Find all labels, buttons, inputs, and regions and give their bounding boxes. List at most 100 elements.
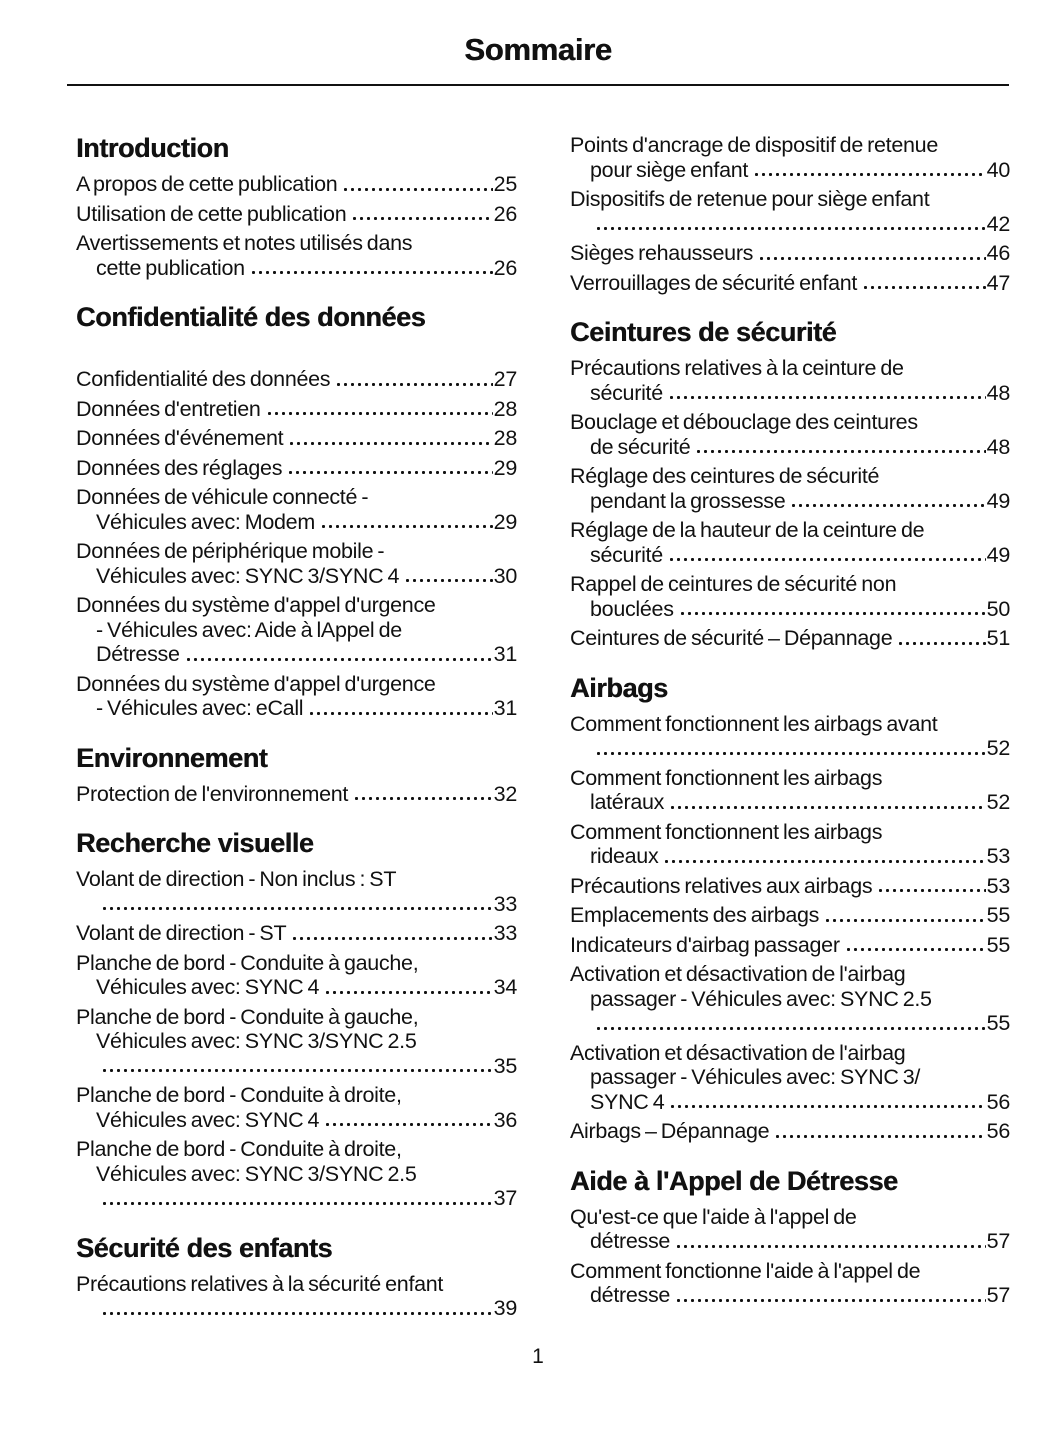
- dot-leader: [673, 1229, 986, 1254]
- entry-line: sécurité 49: [570, 542, 1010, 567]
- entry-page-number: 29: [493, 455, 518, 480]
- dot-leader: [667, 1089, 986, 1114]
- entry-line: Véhicules avec: SYNC 3/SYNC 4 30: [76, 563, 518, 588]
- toc-section: Confidentialité des données Confidentiali…: [76, 302, 517, 721]
- toc-entry: Planche de bord - Conduite à gauche, Véhi…: [76, 951, 517, 1000]
- toc-entry: Données du système d'appel d'urgence - Vé…: [76, 593, 517, 667]
- toc-section: Sécurité des enfants Précautions relative…: [76, 1233, 517, 1321]
- entry-line: Volant de direction - ST 33: [76, 921, 517, 946]
- entry-title: Verrouillages de sécurité enfant: [570, 270, 858, 295]
- toc-entry: Planche de bord - Conduite à droite, Véhi…: [76, 1083, 517, 1132]
- dot-leader: [593, 1011, 986, 1036]
- entry-line: Dispositifs de retenue pour siège enfant: [570, 187, 930, 211]
- entry-title: SYNC 4: [590, 1089, 665, 1114]
- entry-title: Utilisation de cette publication: [76, 201, 347, 226]
- toc-entry: Rappel de ceintures de sécurité non boucl…: [570, 572, 1010, 621]
- entry-title: latéraux: [590, 790, 665, 814]
- entry-line: Données d'entretien 28: [76, 396, 517, 421]
- entry-page-number: 55: [986, 932, 1011, 957]
- entry-page-number: 35: [493, 1053, 518, 1078]
- entry-line: bouclées 50: [570, 596, 1011, 621]
- toc-section: Introduction A propos de cette publicatio…: [76, 133, 517, 280]
- entry-line: Verrouillages de sécurité enfant 47: [570, 270, 1010, 295]
- entry-line: Véhicules avec: SYNC 3/SYNC 2.5: [96, 1161, 417, 1186]
- entry-line: Planche de bord - Conduite à gauche,: [76, 1004, 419, 1029]
- toc-entry: Dispositifs de retenue pour siège enfant…: [570, 187, 1010, 236]
- toc-entry: Airbags – Dépannage 56: [570, 1119, 1010, 1144]
- toc-entry: Données de véhicule connecté - Véhicules …: [76, 485, 517, 534]
- entry-title: Données d'événement: [76, 426, 284, 450]
- toc-columns: Introduction A propos de cette publicatio…: [76, 133, 1010, 1326]
- toc-section: Airbags Comment fonctionnent les airbags …: [570, 673, 1010, 1144]
- dot-leader: [263, 396, 493, 421]
- entry-line: cette publication 26: [76, 255, 518, 280]
- dot-leader: [289, 921, 493, 946]
- entry-line: Véhicules avec: Modem 29: [76, 509, 517, 534]
- toc-section: Environnement Protection de l'environneme…: [76, 743, 518, 806]
- entry-page-number: 31: [493, 696, 518, 720]
- toc-entry: Bouclage et débouclage des ceintures de s…: [570, 410, 1010, 459]
- section-heading: Introduction: [76, 133, 229, 163]
- entry-title: rideaux: [590, 844, 659, 868]
- toc-entry: Qu'est-ce que l'aide à l'appel de détress…: [570, 1205, 1010, 1254]
- toc-entry: Données de périphérique mobile - Véhicule…: [76, 539, 517, 588]
- toc-entry: Protection de l'environnement 32: [76, 781, 518, 806]
- dot-leader: [247, 255, 493, 280]
- page-title: Sommaire: [464, 32, 612, 67]
- entry-title: Airbags – Dépannage: [570, 1119, 770, 1143]
- entry-line: Réglage des ceintures de sécurité: [570, 464, 880, 488]
- entry-line: Activation et désactivation de l'airbag: [570, 962, 906, 986]
- toc-entry: Utilisation de cette publication 26: [76, 201, 518, 226]
- entry-page-number: 56: [986, 1119, 1011, 1143]
- entry-page-number: 30: [493, 563, 518, 588]
- entry-title: Protection de l'environnement: [76, 781, 349, 806]
- entry-line: Comment fonctionnent les airbags: [570, 819, 883, 844]
- toc-entry: Données des réglages 29: [76, 455, 518, 480]
- entry-line: Détresse 31: [76, 642, 517, 667]
- entry-title: sécurité: [590, 542, 663, 567]
- toc-entry: Volant de direction - ST 33: [76, 921, 517, 946]
- entry-page-number: 52: [986, 736, 1011, 760]
- toc-entry: Précautions relatives aux airbags 53: [570, 873, 1010, 898]
- entry-page-number: 26: [493, 255, 518, 280]
- dot-leader: [99, 1053, 493, 1078]
- toc-section: Aide à l'Appel de Détresse Qu'est-ce que …: [570, 1166, 1010, 1308]
- toc-entry: Précautions relatives à la ceinture de sé…: [570, 356, 1010, 405]
- entry-line: 35: [76, 1053, 518, 1078]
- toc-section: Recherche visuelle Volant de direction - …: [76, 828, 517, 1211]
- entry-line: sécurité 48: [570, 380, 1010, 405]
- entry-line: Utilisation de cette publication 26: [76, 201, 518, 226]
- entry-line: passager - Véhicules avec: SYNC 3/: [590, 1065, 921, 1089]
- entry-line: 52: [570, 736, 1010, 761]
- dot-leader: [306, 696, 493, 721]
- dot-leader: [322, 1107, 493, 1132]
- dot-leader: [667, 790, 986, 815]
- dot-leader: [99, 1296, 493, 1321]
- section-heading: Sécurité des enfants: [76, 1232, 333, 1263]
- entry-line: de sécurité 48: [570, 434, 1010, 459]
- entry-line: Planche de bord - Conduite à droite,: [76, 1083, 402, 1107]
- entry-page-number: 39: [493, 1296, 518, 1320]
- entry-line: Précautions relatives aux airbags 53: [570, 873, 1010, 898]
- entry-line: détresse 57: [570, 1229, 1010, 1254]
- entry-line: Indicateurs d'airbag passager 55: [570, 932, 1011, 957]
- dot-leader: [895, 626, 986, 651]
- entry-line: Rappel de ceintures de sécurité non: [570, 572, 897, 596]
- entry-title: - Véhicules avec: eCall: [96, 696, 304, 720]
- entry-line: rideaux 53: [570, 844, 1010, 869]
- entry-line: Réglage de la hauteur de la ceinture de: [570, 518, 925, 542]
- entry-page-number: 26: [493, 201, 518, 226]
- entry-page-number: 32: [493, 781, 518, 806]
- entry-line: Planche de bord - Conduite à droite,: [76, 1137, 402, 1161]
- entry-line: Volant de direction - Non inclus : ST: [76, 867, 397, 891]
- entry-page-number: 57: [986, 1283, 1011, 1307]
- dot-leader: [772, 1119, 986, 1144]
- entry-page-number: 33: [493, 891, 518, 916]
- toc-entry: Précautions relatives à la sécurité enfa…: [76, 1272, 517, 1321]
- entry-page-number: 50: [986, 596, 1011, 621]
- toc-entry: Points d'ancrage de dispositif de retenu…: [570, 133, 1010, 182]
- entry-title: de sécurité: [590, 434, 691, 459]
- entry-line: Comment fonctionne l'aide à l'appel de: [570, 1258, 921, 1283]
- entry-line: Avertissements et notes utilisés dans: [76, 231, 413, 255]
- dot-leader: [333, 367, 493, 392]
